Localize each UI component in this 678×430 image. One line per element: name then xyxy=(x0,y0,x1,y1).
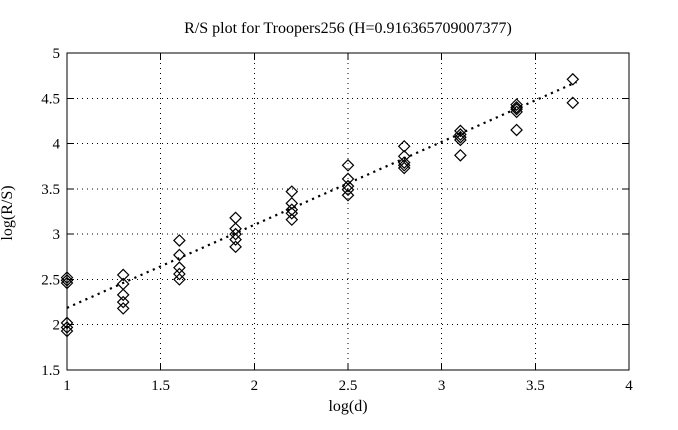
x-tick-label: 3 xyxy=(438,378,446,394)
data-point-diamond xyxy=(116,268,130,282)
chart-title: R/S plot for Troopers256 (H=0.9163657090… xyxy=(184,20,512,37)
y-tick-label: 1.5 xyxy=(41,363,60,379)
fit-line xyxy=(66,81,577,309)
data-point-diamond xyxy=(454,124,467,138)
data-point-diamond xyxy=(566,96,580,110)
data-point-diamond xyxy=(173,273,186,286)
data-point-diamond xyxy=(510,102,523,116)
data-point-diamond xyxy=(397,158,411,172)
data-point-diamond xyxy=(229,240,242,254)
data-point-diamond xyxy=(285,206,299,220)
data-point-diamond xyxy=(341,179,355,193)
data-point-diamond xyxy=(341,158,355,172)
data-point-diamond xyxy=(173,248,186,262)
data-point-diamond xyxy=(510,100,523,114)
data-point-diamond xyxy=(173,261,186,275)
y-tick-label: 3 xyxy=(53,227,61,243)
x-tick-label: 4 xyxy=(625,378,633,394)
data-point-diamond xyxy=(229,211,242,225)
data-point-diamond xyxy=(60,276,74,290)
data-point-diamond xyxy=(116,302,130,315)
x-tick-label: 2 xyxy=(251,378,259,394)
data-point-diamond xyxy=(510,105,523,119)
data-point-diamond xyxy=(173,234,186,247)
x-tick-label: 1 xyxy=(63,378,71,394)
x-tick-label: 3.5 xyxy=(526,378,545,394)
data-point-diamond xyxy=(60,324,74,338)
data-point-diamond xyxy=(229,222,242,236)
x-tick-label: 2.5 xyxy=(339,378,358,394)
data-point-diamond xyxy=(60,321,74,334)
data-point-diamond xyxy=(566,72,580,86)
data-point-diamond xyxy=(341,188,355,202)
y-tick-label: 3.5 xyxy=(41,182,60,198)
y-tick-label: 4.5 xyxy=(41,91,60,107)
data-point-diamond xyxy=(116,277,130,291)
data-point-diamond xyxy=(397,161,411,175)
data-point-diamond xyxy=(285,197,299,210)
data-point-diamond xyxy=(229,227,242,241)
data-point-diamond xyxy=(510,123,523,137)
data-point-diamond xyxy=(397,156,411,169)
y-tick-label: 2.5 xyxy=(41,272,60,288)
data-point-diamond xyxy=(454,148,467,162)
data-point-diamond xyxy=(116,295,130,309)
data-point-diamond xyxy=(397,139,411,153)
x-axis-label: log(d) xyxy=(328,398,368,415)
data-point-diamond xyxy=(285,203,299,217)
y-tick-label: 5 xyxy=(53,46,61,62)
data-point-diamond xyxy=(60,273,74,287)
data-point-diamond xyxy=(341,183,355,197)
data-point-diamond xyxy=(173,267,186,281)
data-point-diamond xyxy=(454,128,467,141)
data-point-diamond xyxy=(60,271,74,284)
data-point-diamond xyxy=(116,288,130,302)
y-tick-label: 2 xyxy=(53,318,61,334)
data-point-diamond xyxy=(285,185,299,198)
data-point-diamond xyxy=(397,149,411,163)
y-tick-label: 4 xyxy=(53,137,61,153)
data-point-diamond xyxy=(285,213,299,226)
data-point-diamond xyxy=(454,133,467,147)
data-point-diamond xyxy=(454,130,467,144)
x-tick-label: 1.5 xyxy=(151,378,170,394)
